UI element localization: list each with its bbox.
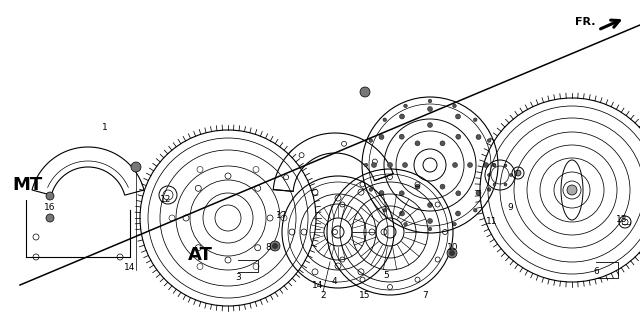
Circle shape xyxy=(452,163,458,168)
Circle shape xyxy=(474,209,477,212)
Circle shape xyxy=(428,123,433,128)
Text: 2: 2 xyxy=(320,290,326,300)
Circle shape xyxy=(467,163,472,168)
Circle shape xyxy=(452,104,456,108)
Text: 10: 10 xyxy=(447,243,459,253)
Circle shape xyxy=(399,114,404,119)
Circle shape xyxy=(131,162,141,172)
Text: 12: 12 xyxy=(160,196,172,204)
Circle shape xyxy=(488,174,490,176)
Circle shape xyxy=(474,118,477,122)
Circle shape xyxy=(371,163,376,168)
Text: 13: 13 xyxy=(616,215,628,225)
Text: 5: 5 xyxy=(383,271,389,279)
Text: 9: 9 xyxy=(507,203,513,213)
Circle shape xyxy=(440,184,445,189)
Circle shape xyxy=(509,174,513,176)
Circle shape xyxy=(379,135,384,140)
Circle shape xyxy=(404,104,407,108)
Circle shape xyxy=(440,141,445,146)
Circle shape xyxy=(273,243,278,249)
Circle shape xyxy=(487,139,491,142)
Circle shape xyxy=(428,227,432,231)
Circle shape xyxy=(452,222,456,226)
Circle shape xyxy=(492,163,496,167)
Circle shape xyxy=(46,214,54,222)
Text: 7: 7 xyxy=(422,291,428,301)
Circle shape xyxy=(428,219,433,224)
Circle shape xyxy=(379,191,384,196)
Circle shape xyxy=(369,139,372,142)
Circle shape xyxy=(399,134,404,139)
Circle shape xyxy=(456,211,461,216)
Circle shape xyxy=(447,248,457,258)
Circle shape xyxy=(476,191,481,196)
Text: 14: 14 xyxy=(312,280,324,289)
Circle shape xyxy=(493,164,496,167)
Circle shape xyxy=(387,163,392,168)
Circle shape xyxy=(415,141,420,146)
Text: MT: MT xyxy=(13,176,43,194)
Circle shape xyxy=(403,163,408,168)
Circle shape xyxy=(428,99,432,103)
Text: 11: 11 xyxy=(486,217,498,226)
Text: AT: AT xyxy=(188,246,212,264)
Text: 15: 15 xyxy=(359,290,371,300)
Circle shape xyxy=(456,114,461,119)
Circle shape xyxy=(404,222,407,226)
Circle shape xyxy=(383,118,387,122)
Circle shape xyxy=(449,250,454,255)
Circle shape xyxy=(270,241,280,251)
Circle shape xyxy=(456,191,461,196)
Circle shape xyxy=(383,209,387,212)
Text: FR.: FR. xyxy=(575,17,595,27)
Circle shape xyxy=(369,188,372,191)
Circle shape xyxy=(46,192,54,200)
Circle shape xyxy=(483,163,488,168)
Circle shape xyxy=(456,134,461,139)
Circle shape xyxy=(415,184,420,189)
Circle shape xyxy=(428,203,433,208)
Text: 6: 6 xyxy=(593,267,599,277)
Text: 17: 17 xyxy=(276,210,288,220)
Circle shape xyxy=(487,188,491,191)
Circle shape xyxy=(493,183,496,186)
Circle shape xyxy=(428,106,433,112)
Text: 1: 1 xyxy=(102,123,108,133)
Text: 3: 3 xyxy=(235,273,241,283)
Text: 16: 16 xyxy=(44,203,56,213)
Circle shape xyxy=(567,185,577,195)
Text: 4: 4 xyxy=(331,278,337,287)
Circle shape xyxy=(399,211,404,216)
Circle shape xyxy=(515,170,521,176)
Circle shape xyxy=(364,163,368,167)
Circle shape xyxy=(360,87,370,97)
Circle shape xyxy=(504,164,507,167)
Text: 8: 8 xyxy=(265,243,271,253)
Circle shape xyxy=(399,191,404,196)
Text: 14: 14 xyxy=(124,264,136,272)
Circle shape xyxy=(476,135,481,140)
Circle shape xyxy=(504,183,507,186)
